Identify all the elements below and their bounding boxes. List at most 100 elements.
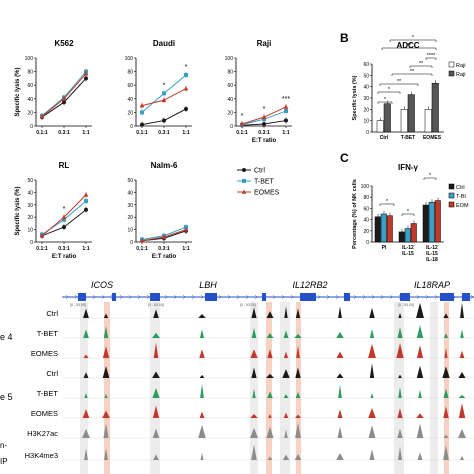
significance-marker: * — [412, 35, 415, 41]
significance-marker: * — [386, 199, 389, 205]
y-tick-label: 0 — [130, 240, 133, 246]
y-tick-label: 30 — [363, 96, 369, 102]
significance-marker: * — [407, 209, 410, 215]
significance-marker: * — [263, 106, 266, 113]
gray-band — [394, 302, 404, 474]
bar — [434, 200, 441, 243]
y-tick-label: 100 — [361, 184, 370, 190]
signal-track — [62, 302, 474, 318]
series-line-t-bet — [41, 71, 87, 117]
exon — [462, 293, 470, 301]
y-axis-label: Specific lysis (%) — [15, 67, 21, 116]
x-tick-label: 1:1 — [182, 130, 189, 136]
bar — [422, 204, 429, 243]
panel-c-letter: C — [340, 151, 349, 165]
strand-arrow — [101, 294, 105, 300]
bar — [398, 231, 405, 243]
significance-marker: * — [241, 113, 244, 120]
strand-arrow — [236, 294, 240, 300]
strand-arrow — [317, 294, 321, 300]
category-label: Ctrl — [380, 135, 389, 141]
data-point — [61, 214, 67, 219]
exon — [112, 293, 116, 301]
data-point — [284, 109, 288, 114]
gray-band — [430, 302, 438, 474]
significance-marker: ** — [419, 61, 424, 67]
line-chart-k562: K562 0 20 40 60 80 100 0.1:1 0.3:1 1:1 Specific ly… — [15, 39, 92, 136]
y-tick-label: 40 — [363, 85, 369, 91]
strand-arrow — [434, 294, 438, 300]
data-point — [262, 121, 266, 126]
y-tick-label: 0 — [130, 124, 133, 130]
track-scale-label: [0 - 53.00] — [70, 303, 86, 307]
y-tick-label: 20 — [363, 229, 369, 235]
y-axis-label: Specific lysis (%) — [352, 75, 358, 120]
chart-title: IFN-γ — [398, 163, 419, 172]
x-tick-label: 0.3:1 — [258, 130, 270, 136]
y-tick-label: 80 — [363, 195, 369, 201]
data-point — [162, 118, 166, 123]
significance-marker: * — [185, 64, 188, 71]
donor-label: e 5 — [0, 392, 13, 402]
category-label: IL-15 — [426, 251, 438, 257]
legend-marker — [241, 189, 247, 194]
y-tick-label: 30 — [27, 203, 33, 209]
y-tick-label: 60 — [127, 83, 133, 89]
x-tick-label: 1:1 — [82, 130, 89, 136]
exon — [262, 293, 266, 301]
legend-swatch — [448, 70, 455, 77]
data-point — [184, 73, 188, 77]
data-point — [83, 192, 89, 197]
x-tick-label: 1:1 — [82, 246, 89, 252]
y-tick-label: 60 — [363, 62, 369, 68]
data-point — [140, 110, 144, 115]
data-point — [261, 114, 267, 119]
x-tick-label: 0.3:1 — [58, 246, 70, 252]
bar — [410, 223, 417, 243]
y-axis-label: Specific lysis (%) — [15, 186, 21, 235]
significance-marker: **** — [427, 53, 436, 59]
x-tick-label: 0.1:1 — [36, 130, 48, 136]
y-tick-label: 100 — [125, 56, 134, 62]
exon — [150, 293, 160, 301]
signal-track — [62, 363, 474, 378]
y-tick-label: 30 — [127, 203, 133, 209]
strand-arrow — [362, 294, 366, 300]
strand-arrow — [326, 294, 330, 300]
track-label: H3K4me3 — [25, 451, 58, 460]
data-point — [162, 91, 166, 96]
strand-arrow — [191, 294, 195, 300]
significance-marker: *** — [282, 96, 290, 103]
gene-label: ICOS — [91, 280, 113, 290]
strand-arrow — [128, 294, 132, 300]
strand-arrow — [200, 294, 204, 300]
bar-chart-adcc: ADCC 0 10 20 30 40 50 60 Specific lysis (%) Ctrl T… — [352, 35, 465, 141]
strand-arrow — [146, 294, 150, 300]
data-point — [184, 107, 188, 111]
genome-browser-tracks: ICOS LBH IL12RB2 IL18RAP Ctrl T-BET EOMES Ctrl T… — [0, 280, 474, 474]
strand-arrow — [254, 294, 258, 300]
track-label: Ctrl — [46, 309, 58, 318]
track-label: EOMES — [31, 409, 58, 418]
bar — [380, 213, 387, 243]
bar — [407, 94, 415, 133]
legend-swatch — [448, 183, 455, 190]
signal-track — [62, 422, 474, 438]
line-chart-rl: RL 0 10 20 30 40 50 0.1:1 0.3:1 1:1 E:T ratio Speci… — [15, 161, 92, 260]
strand-arrow — [425, 294, 429, 300]
line-chart-nalm6: Nalm-6 0 10 20 30 40 50 0.1:1 0.3:1 1:1 E:T ratio — [127, 161, 192, 260]
y-tick-label: 0 — [366, 130, 369, 136]
panel-b-letter: B — [340, 31, 349, 45]
y-tick-label: 20 — [227, 110, 233, 116]
gene-label: IL12RB2 — [292, 280, 327, 290]
significance-bracket — [379, 203, 395, 206]
data-point — [39, 114, 45, 119]
y-tick-label: 40 — [363, 218, 369, 224]
significance-bracket — [425, 57, 437, 60]
track-scale-label: [0 - 53.00] — [148, 303, 164, 307]
significance-bracket — [401, 213, 415, 216]
chip-label: n- — [0, 441, 7, 450]
data-point — [284, 118, 288, 123]
